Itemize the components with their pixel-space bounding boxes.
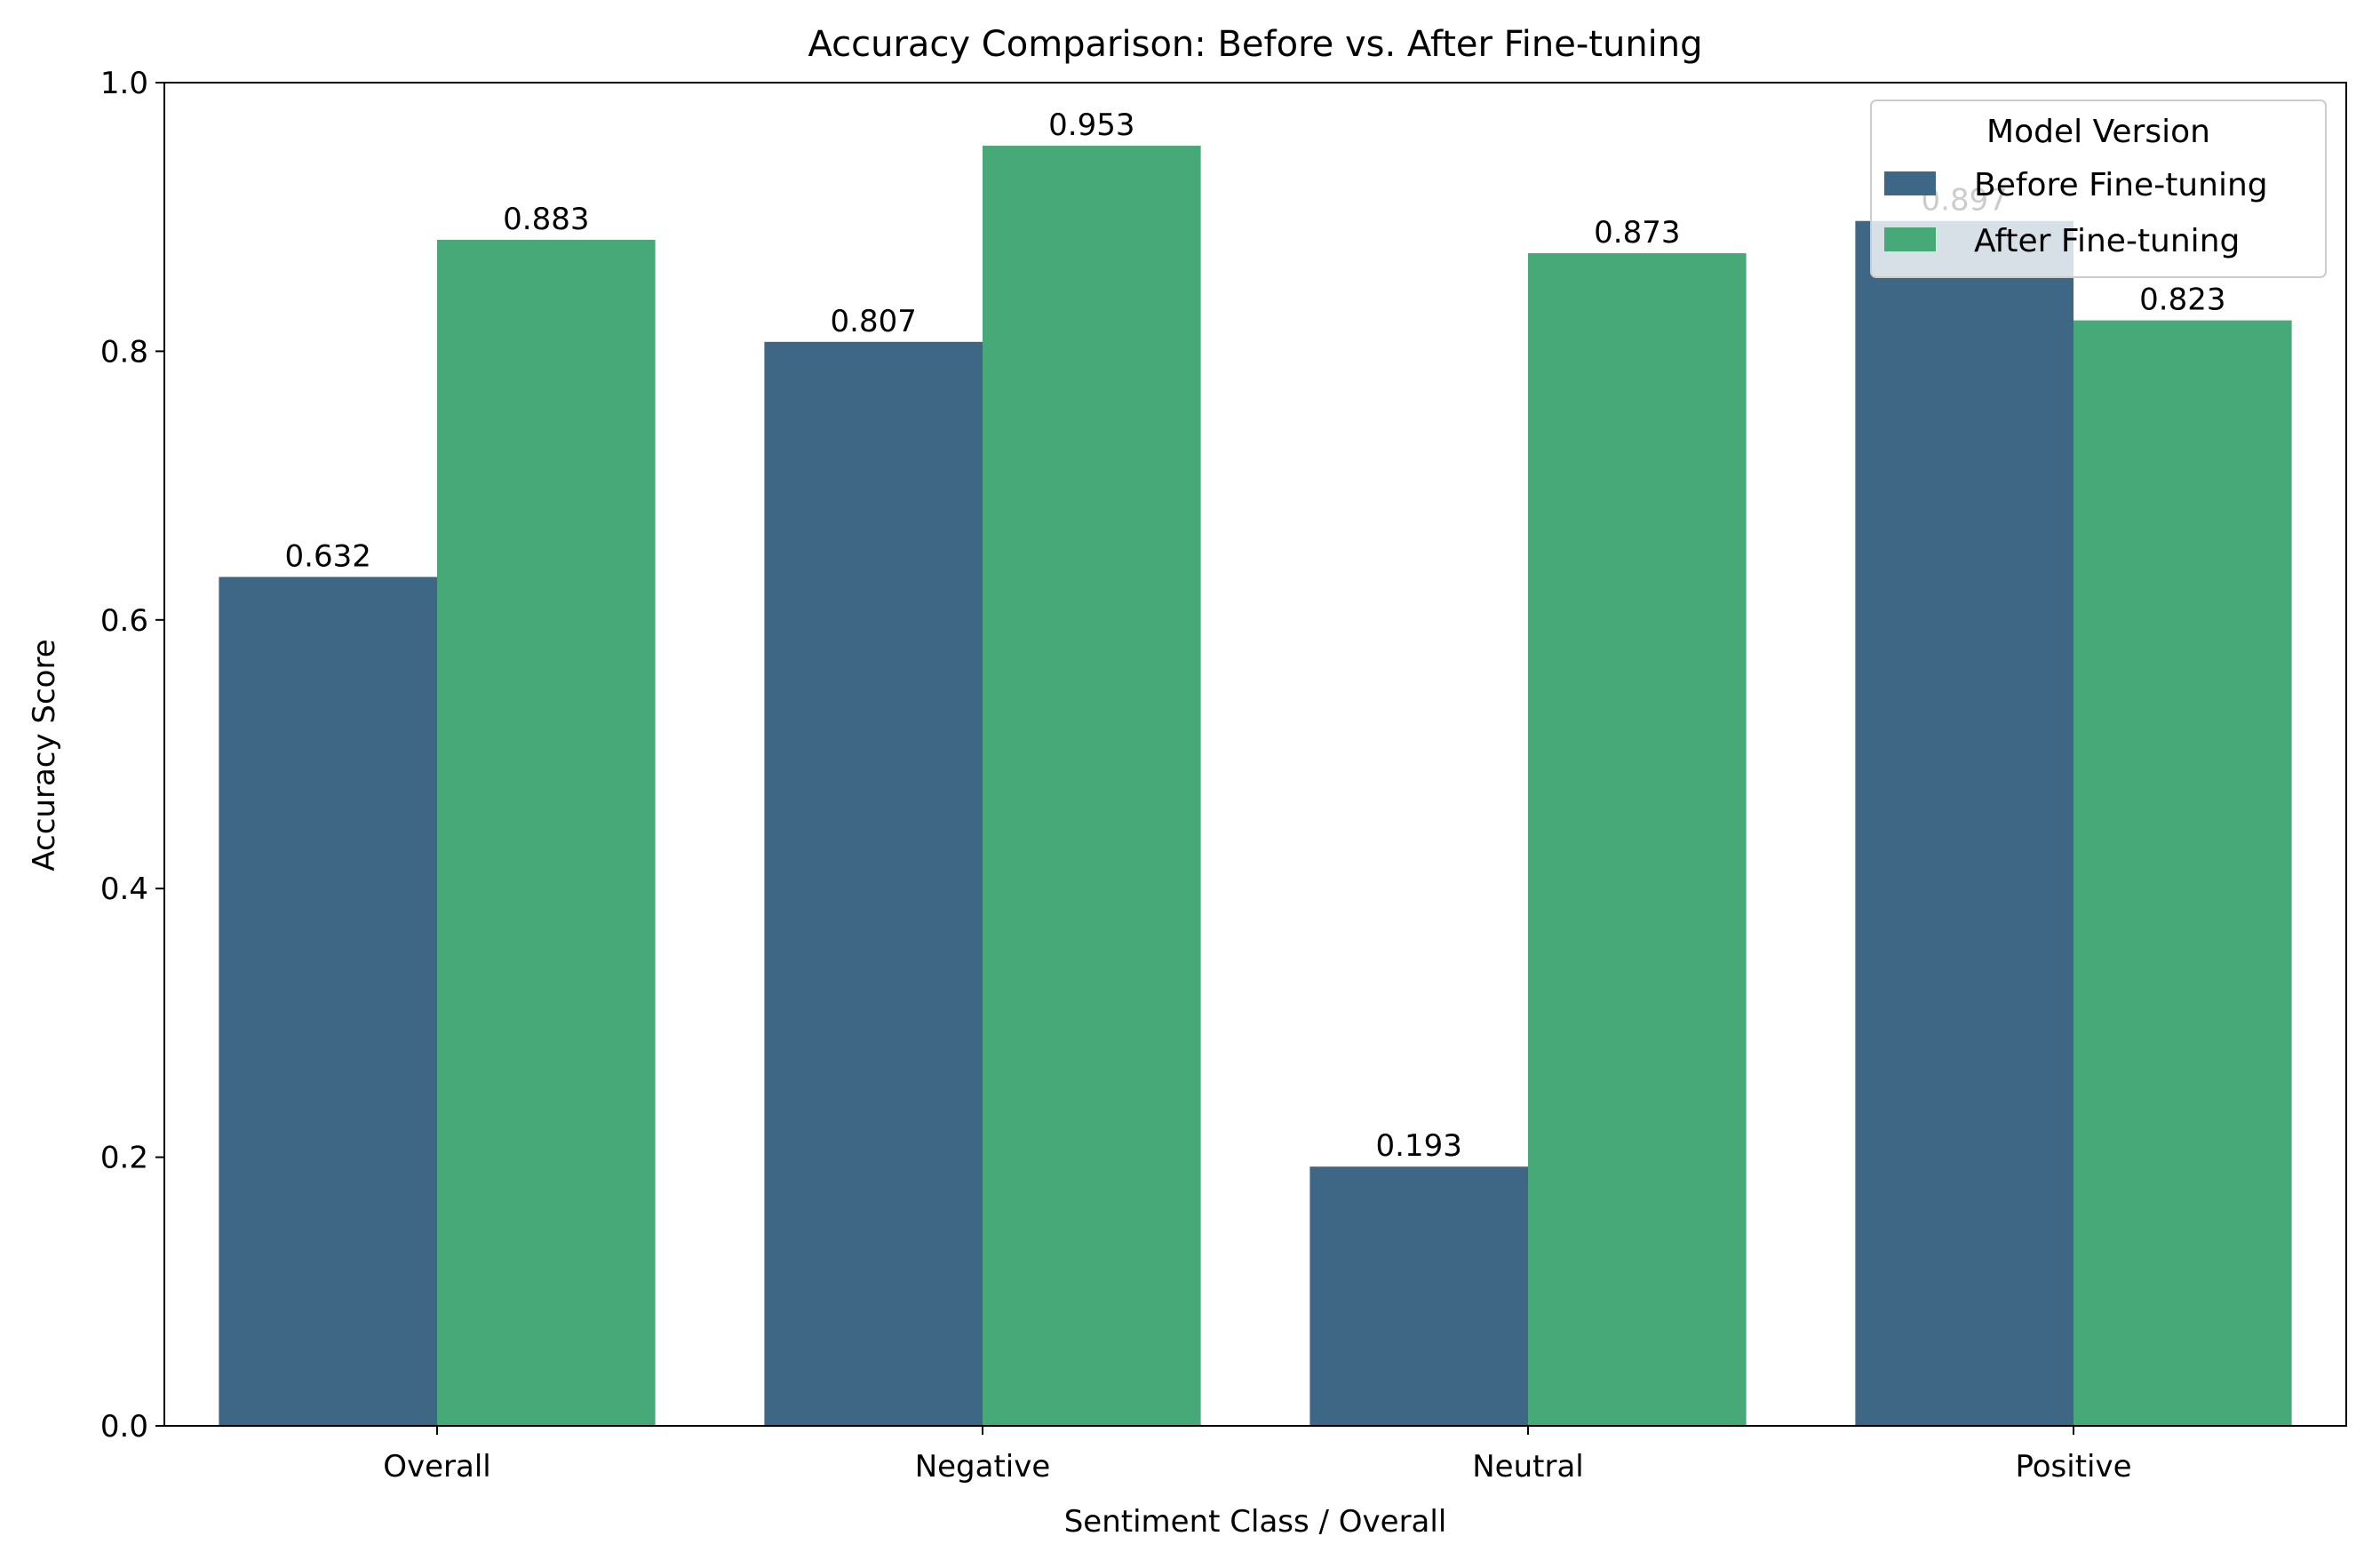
bar-before-fine-tuning-overall [219, 577, 437, 1426]
y-tick-label: 0.8 [100, 334, 148, 370]
y-axis-label: Accuracy Score [27, 639, 62, 871]
legend-label: Before Fine-tuning [1974, 167, 2268, 203]
x-tick-label: Overall [383, 1449, 491, 1484]
x-tick-label: Positive [2015, 1449, 2131, 1484]
y-tick-label: 0.2 [100, 1141, 148, 1176]
bar-value-label: 0.632 [285, 538, 371, 574]
bar-after-fine-tuning-overall [437, 239, 656, 1426]
y-tick-label: 0.4 [100, 872, 148, 907]
bar-value-label: 0.807 [831, 304, 917, 339]
legend-entries: Before Fine-tuning After Fine-tuning [1884, 167, 2268, 259]
legend-swatch [1884, 171, 1936, 195]
x-tick-label: Negative [915, 1449, 1051, 1484]
bar-value-label: 0.953 [1048, 107, 1134, 143]
legend-swatch [1884, 227, 1936, 251]
y-axis: 0.0 0.2 0.4 0.6 0.8 1.0 [100, 66, 164, 1445]
bar-before-fine-tuning-neutral [1309, 1166, 1528, 1426]
bar-value-label: 0.873 [1594, 215, 1680, 251]
x-tick-label: Neutral [1472, 1449, 1584, 1484]
bar-after-fine-tuning-neutral [1528, 253, 1747, 1427]
legend-label: After Fine-tuning [1974, 223, 2240, 259]
y-tick-label: 0.0 [100, 1409, 148, 1445]
bar-value-label: 0.193 [1376, 1128, 1462, 1164]
chart-title: Accuracy Comparison: Before vs. After Fi… [808, 24, 1702, 65]
bar-before-fine-tuning-negative [764, 341, 983, 1426]
bar-value-label: 0.823 [2139, 283, 2225, 318]
legend-frame [1870, 99, 2327, 278]
x-axis-label: Sentiment Class / Overall [1064, 1504, 1447, 1540]
bar-value-label: 0.883 [503, 202, 589, 237]
x-axis: Overall Negative Neutral Positive [383, 1426, 2132, 1484]
y-tick-label: 0.6 [100, 603, 148, 639]
bar-after-fine-tuning-positive [2074, 320, 2292, 1426]
legend: Model Version Before Fine-tuning After Fi… [1870, 99, 2327, 278]
plot-frame [163, 82, 2347, 1427]
bar-before-fine-tuning-positive [1855, 220, 2074, 1427]
y-tick-label: 1.0 [100, 66, 148, 101]
bar-after-fine-tuning-negative [983, 146, 1201, 1427]
legend-title: Model Version [1986, 114, 2210, 150]
bars-group [219, 146, 2292, 1427]
